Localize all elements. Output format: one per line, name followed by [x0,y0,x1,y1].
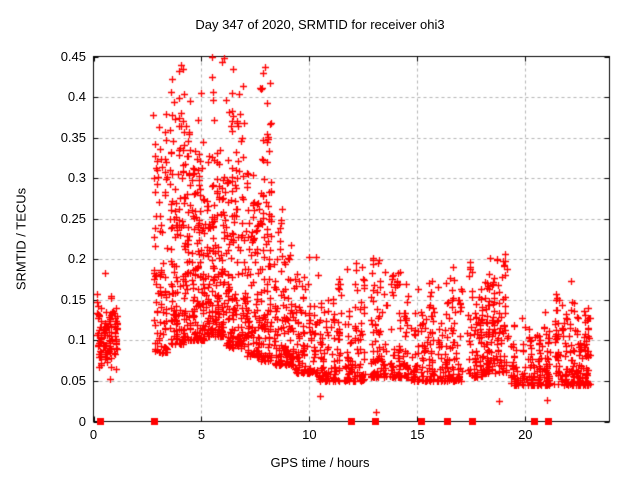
y-tick-label: 0.4 [67,89,86,105]
y-tick-label: 0.15 [60,291,86,307]
y-tick-label: 0.2 [67,251,86,267]
y-tick-label: 0.35 [60,129,86,145]
y-axis-label: SRMTID / TECUs [13,187,29,291]
y-tick-label: 0.25 [60,210,86,226]
chart-title: Day 347 of 2020, SRMTID for receiver ohi… [195,17,445,32]
x-tick-label: 10 [302,427,317,442]
x-tick-label: 15 [410,427,425,442]
x-tick-label: 5 [197,427,206,442]
x-axis-label: GPS time / hours [270,455,370,470]
x-tick-label: 0 [89,427,98,442]
y-tick-label: 0.45 [60,48,86,64]
y-tick-label: 0.05 [60,372,86,388]
x-tick-label: 20 [518,427,533,442]
y-tick-label: 0.3 [67,170,86,186]
y-tick-label: 0.1 [67,332,86,348]
y-tick-label: 0 [78,413,86,429]
